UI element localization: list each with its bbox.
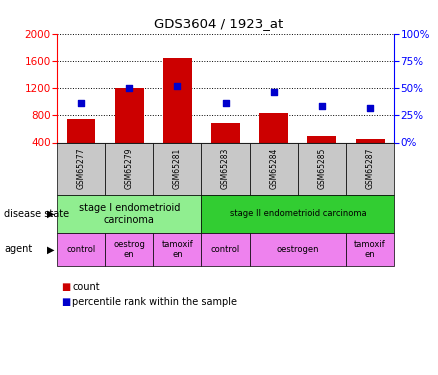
Text: stage II endometrioid carcinoma: stage II endometrioid carcinoma (230, 209, 366, 218)
Text: GSM65279: GSM65279 (125, 148, 134, 189)
Point (318, 102, 325, 108)
Bar (67, 119, 95, 170)
Text: GDS3604 / 1923_at: GDS3604 / 1923_at (154, 17, 284, 30)
Text: GSM65283: GSM65283 (221, 148, 230, 189)
Text: tamoxif
en: tamoxif en (162, 240, 193, 259)
Text: GSM65277: GSM65277 (77, 148, 85, 189)
Text: GSM65284: GSM65284 (269, 148, 278, 189)
Text: GSM65285: GSM65285 (318, 148, 326, 189)
Bar (307, 136, 336, 170)
Text: ▶: ▶ (46, 244, 54, 254)
Point (270, 90, 277, 96)
Text: control: control (211, 245, 240, 254)
Point (367, 105, 374, 111)
Text: percentile rank within the sample: percentile rank within the sample (72, 297, 237, 307)
Text: agent: agent (4, 244, 32, 254)
Point (222, 100, 229, 106)
Text: oestrogen: oestrogen (276, 245, 319, 254)
Text: ■: ■ (61, 282, 71, 292)
Bar (259, 112, 288, 170)
Text: control: control (67, 245, 95, 254)
Text: ▶: ▶ (46, 209, 54, 219)
Text: oestrog
en: oestrog en (113, 240, 145, 259)
Bar (211, 123, 240, 170)
Text: disease state: disease state (4, 209, 70, 219)
Text: GSM65281: GSM65281 (173, 148, 182, 189)
Bar (356, 139, 385, 170)
Text: stage I endometrioid
carcinoma: stage I endometrioid carcinoma (78, 203, 180, 225)
Bar (163, 57, 192, 170)
Text: tamoxif
en: tamoxif en (354, 240, 386, 259)
Point (126, 85, 133, 91)
Bar (115, 88, 144, 170)
Point (78, 100, 85, 106)
Point (174, 83, 181, 89)
Text: GSM65287: GSM65287 (366, 148, 374, 189)
Text: count: count (72, 282, 100, 292)
Text: ■: ■ (61, 297, 71, 307)
